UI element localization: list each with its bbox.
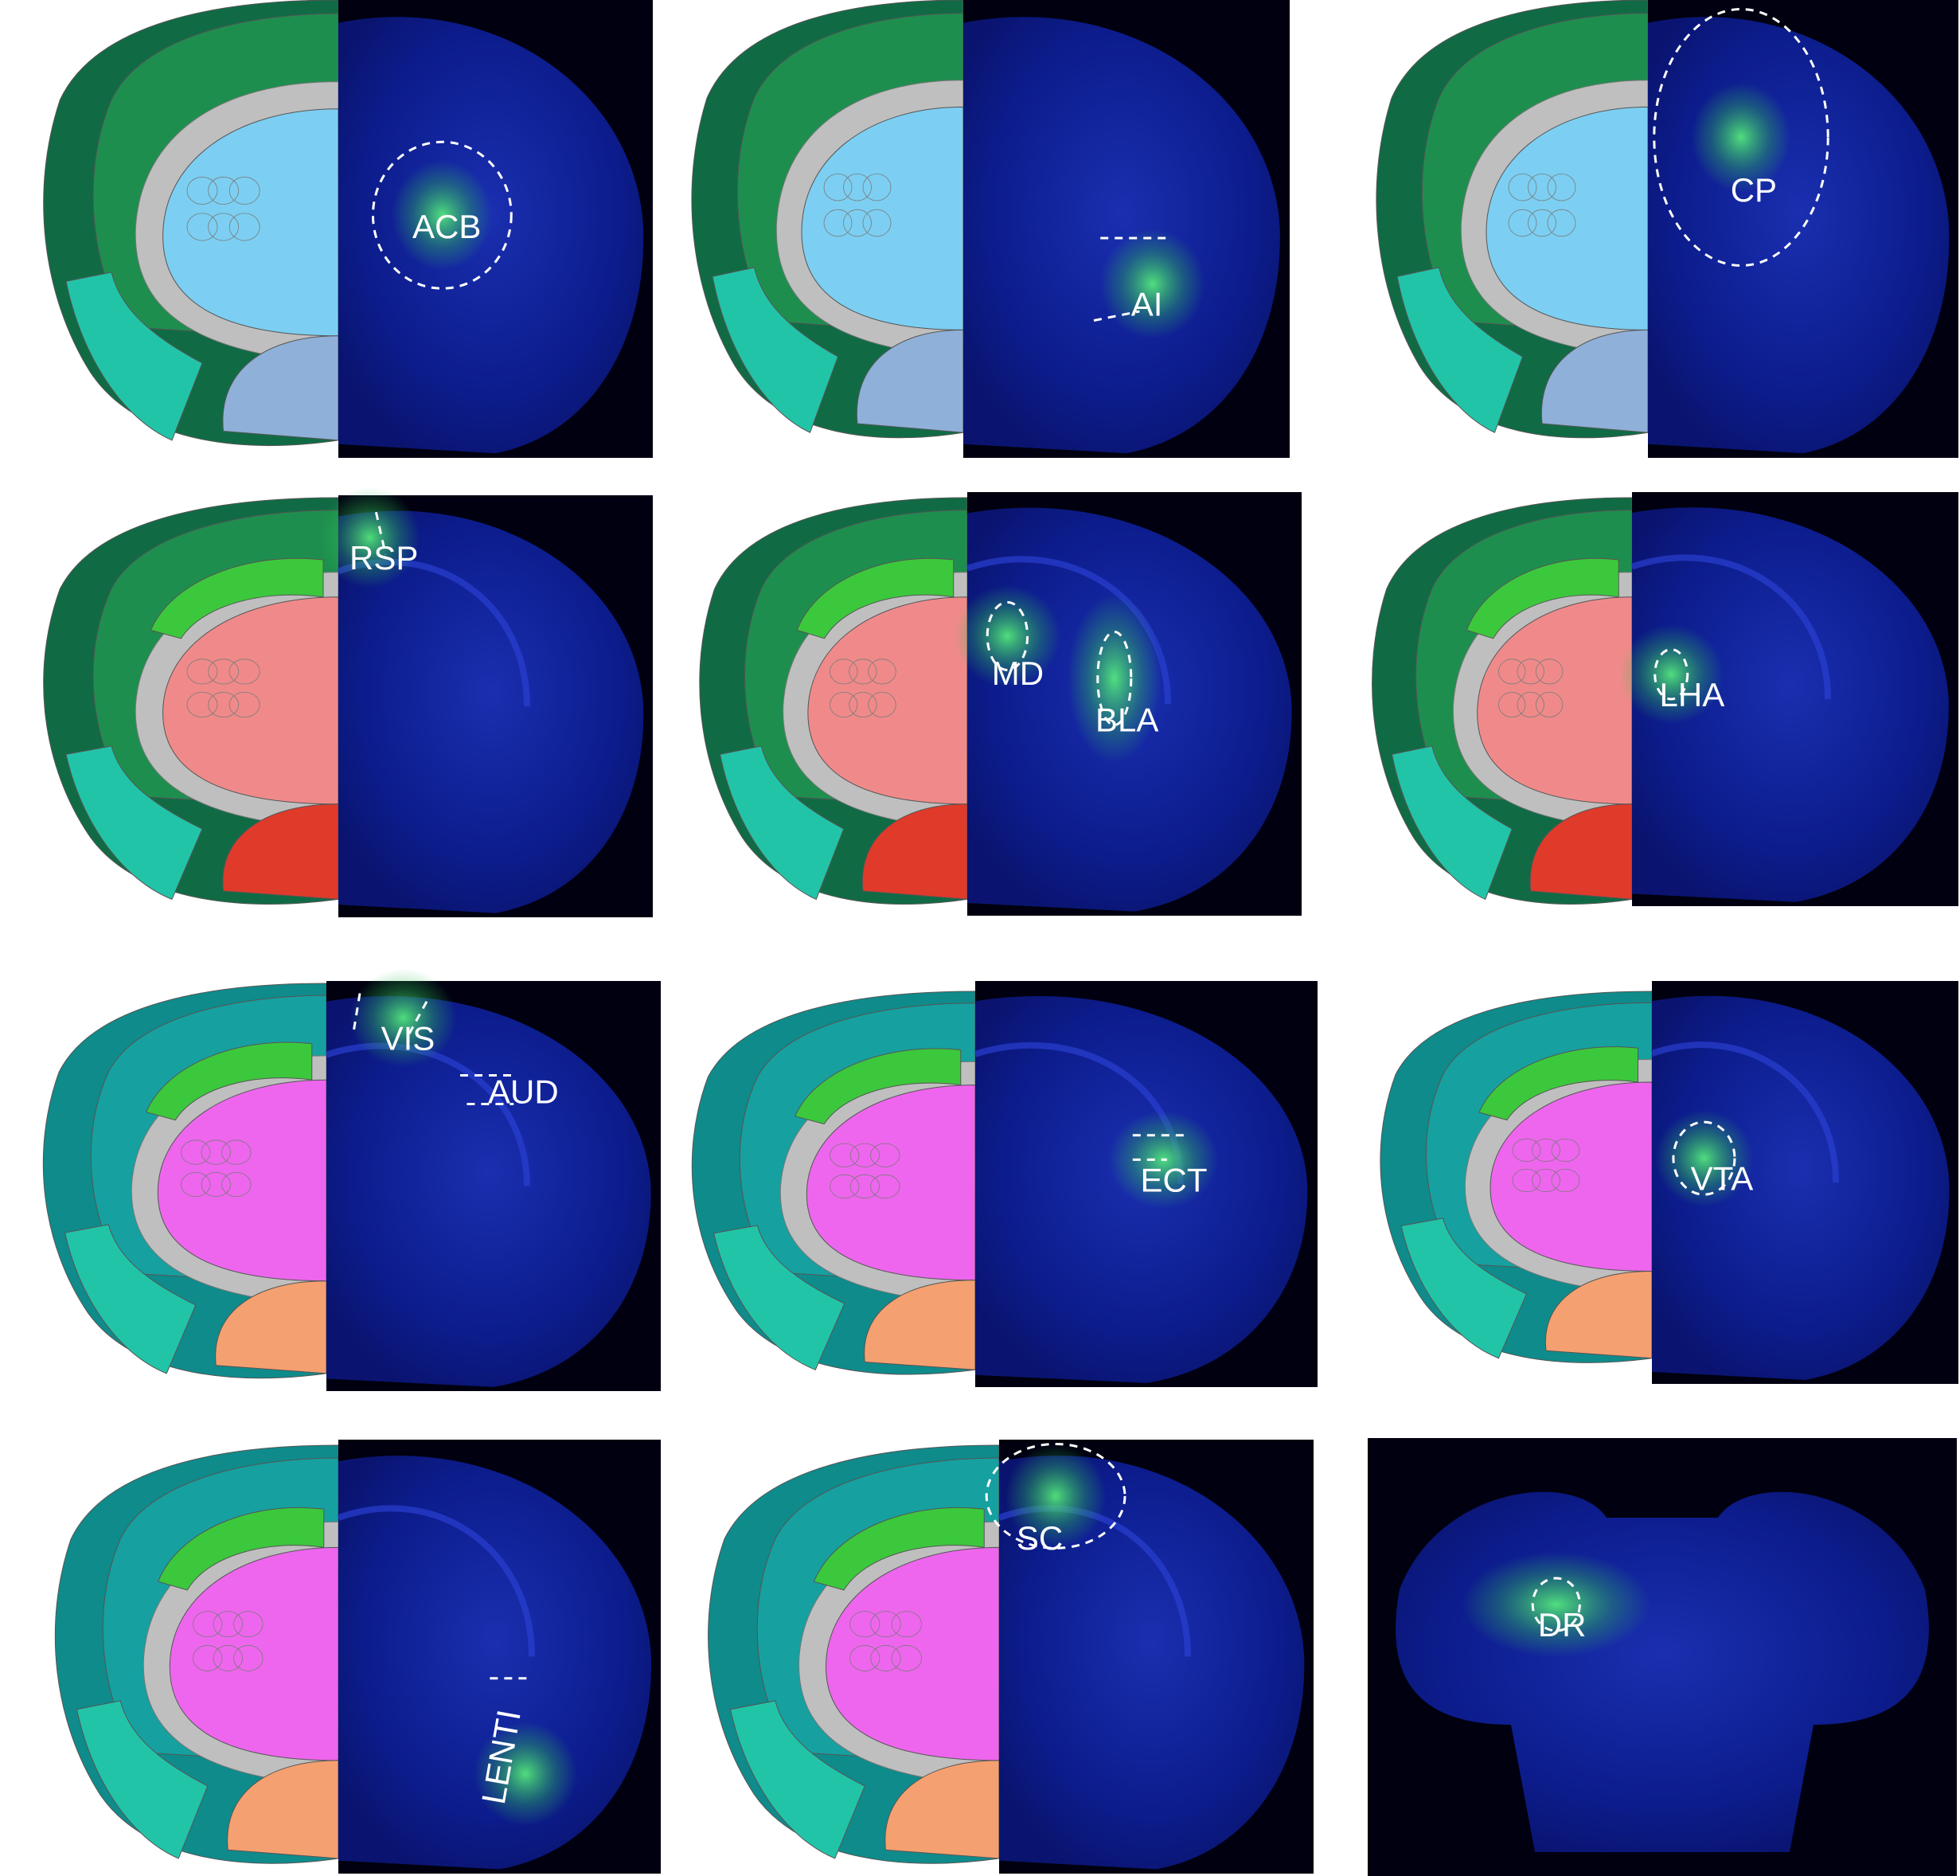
panel-ect: ECT [692, 981, 1318, 1387]
region-label: VIS [381, 1019, 435, 1057]
atlas-hemisphere [43, 983, 326, 1378]
fluorescence-section: ACB [338, 0, 653, 458]
atlas-hemisphere [1380, 991, 1652, 1362]
panel-cp: CP [1376, 0, 1958, 458]
region-label: VTA [1691, 1160, 1754, 1198]
region-label: BLA [1095, 702, 1158, 739]
region-label: SC [1017, 1519, 1063, 1557]
atlas-hemisphere [44, 498, 338, 904]
panel-lenti: LENTI [55, 1440, 661, 1874]
fluorescence-section: MD BLA [954, 492, 1302, 916]
panel-vis: VIS AUD [43, 969, 661, 1391]
panel-sc: SC [709, 1440, 1314, 1874]
fluorescence-section: DR [1368, 1438, 1957, 1876]
region-label: MD [992, 655, 1044, 692]
region-label: ECT [1141, 1161, 1208, 1198]
region-label: DR [1538, 1606, 1587, 1643]
region-label: AI [1131, 286, 1163, 323]
region-label: AUD [488, 1073, 559, 1110]
panel-md: MD BLA [700, 492, 1302, 916]
atlas-hemisphere [1376, 0, 1648, 438]
panel-dr: DR [1368, 1438, 1957, 1876]
panel-rsp: RSP [44, 487, 653, 917]
atlas-hemisphere [1372, 498, 1632, 904]
fluorescence-section: CP [1648, 0, 1958, 458]
panel-vta: VTA [1380, 981, 1958, 1384]
panel-ai: AI [692, 0, 1290, 458]
atlas-hemisphere [44, 0, 338, 446]
fluorescence-section: AI [963, 0, 1290, 458]
fluorescence-section: LHA [1619, 492, 1958, 906]
region-label: RSP [349, 539, 418, 576]
atlas-hemisphere [700, 498, 967, 904]
atlas-hemisphere [709, 1445, 999, 1863]
atlas-hemisphere [692, 0, 963, 438]
region-label: LHA [1660, 676, 1725, 713]
fluorescence-section: RSP [319, 487, 653, 917]
fluorescence-section: LENTI [338, 1440, 661, 1874]
fluorescence-section: VTA [1652, 981, 1958, 1384]
fluorescence-section: ECT [975, 981, 1318, 1387]
region-label: CP [1731, 171, 1777, 209]
panel-acb: ACB [44, 0, 653, 458]
region-label: ACB [412, 208, 481, 245]
atlas-hemisphere [55, 1445, 338, 1863]
fluorescence-section: SC [986, 1440, 1314, 1874]
atlas-hemisphere [692, 991, 975, 1374]
panel-lha: LHA [1372, 492, 1958, 906]
fluorescence-section: VIS AUD [326, 969, 661, 1391]
